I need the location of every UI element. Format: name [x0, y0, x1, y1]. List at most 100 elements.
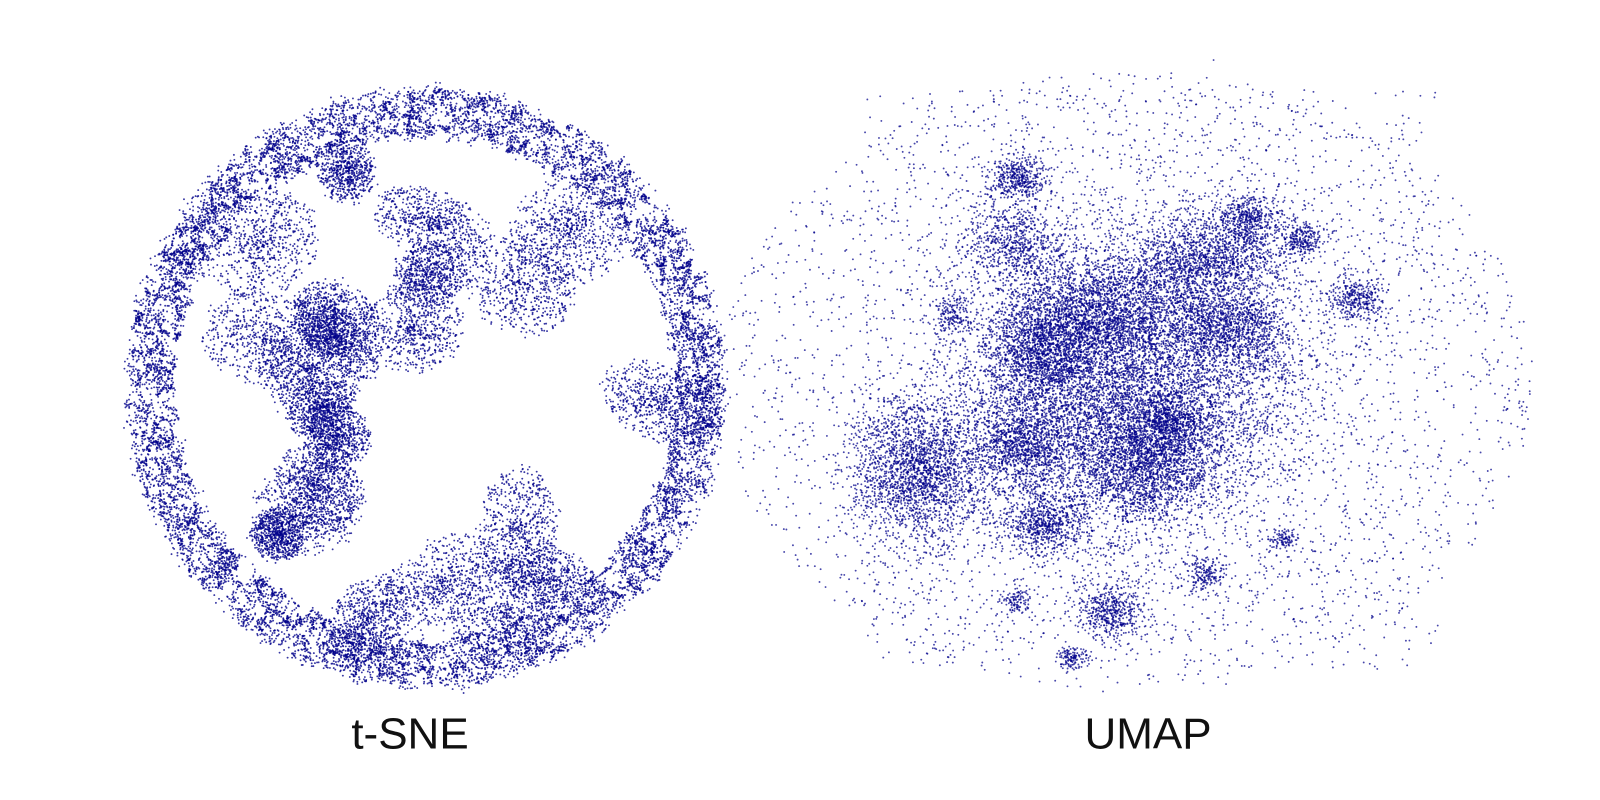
scatter-point	[333, 368, 335, 370]
scatter-point	[273, 328, 275, 330]
scatter-point	[296, 250, 298, 252]
scatter-point	[300, 216, 302, 218]
scatter-point	[259, 295, 261, 297]
scatter-point	[285, 348, 287, 350]
scatter-point	[552, 511, 554, 513]
scatter-point	[567, 207, 569, 209]
scatter-point	[372, 347, 374, 349]
scatter-point	[443, 356, 445, 358]
scatter-point	[399, 572, 401, 574]
scatter-point	[424, 264, 426, 266]
scatter-point	[496, 663, 498, 665]
scatter-point	[645, 363, 647, 365]
scatter-point	[361, 581, 363, 583]
scatter-point	[466, 269, 468, 271]
scatter-point	[292, 332, 294, 334]
scatter-point	[260, 330, 262, 332]
scatter-point	[622, 416, 624, 418]
scatter-point	[522, 208, 524, 210]
scatter-point	[664, 423, 666, 425]
scatter-point	[300, 509, 302, 511]
scatter-point	[305, 388, 307, 390]
scatter-point	[540, 288, 542, 290]
scatter-point	[652, 431, 654, 433]
scatter-point	[434, 579, 436, 581]
scatter-point	[433, 604, 435, 606]
scatter-point	[457, 578, 459, 580]
scatter-point	[646, 383, 648, 385]
scatter-point	[442, 564, 444, 566]
scatter-point	[282, 243, 284, 245]
scatter-point	[437, 605, 439, 607]
scatter-point	[496, 548, 498, 550]
scatter-point	[354, 523, 356, 525]
scatter-point	[363, 610, 365, 612]
scatter-point	[402, 304, 404, 306]
scatter-point	[350, 310, 352, 312]
scatter-point	[289, 368, 291, 370]
scatter-point	[260, 282, 262, 284]
scatter-point	[269, 254, 271, 256]
scatter-point	[489, 300, 491, 302]
scatter-point	[485, 525, 487, 527]
scatter-point	[261, 491, 263, 493]
scatter-point	[355, 518, 357, 520]
scatter-point	[357, 413, 359, 415]
scatter-point	[480, 548, 482, 550]
scatter-point	[357, 584, 359, 586]
scatter-point	[496, 516, 498, 518]
scatter-point	[338, 502, 340, 504]
scatter-point	[351, 292, 353, 294]
scatter-point	[503, 603, 505, 605]
scatter-point	[551, 548, 553, 550]
scatter-point	[266, 205, 268, 207]
scatter-point	[262, 357, 264, 359]
scatter-point	[310, 307, 312, 309]
scatter-point	[508, 511, 510, 513]
scatter-point	[215, 358, 217, 360]
scatter-point	[412, 238, 414, 240]
scatter-point	[535, 598, 537, 600]
scatter-point	[267, 493, 269, 495]
scatter-point	[284, 194, 286, 196]
scatter-point	[543, 584, 545, 586]
scatter-point	[347, 361, 349, 363]
scatter-point	[512, 548, 514, 550]
scatter-point	[269, 512, 271, 514]
scatter-point	[414, 188, 416, 190]
scatter-point	[254, 547, 256, 549]
scatter-point	[342, 626, 344, 628]
scatter-point	[356, 496, 358, 498]
scatter-point	[502, 302, 504, 304]
scatter-point	[424, 594, 426, 596]
scatter-point	[400, 607, 402, 609]
scatter-point	[269, 501, 271, 503]
scatter-point	[551, 530, 553, 532]
scatter-point	[461, 541, 463, 543]
scatter-point	[278, 201, 280, 203]
scatter-point	[532, 331, 534, 333]
scatter-point	[386, 590, 388, 592]
scatter-point	[287, 196, 289, 198]
scatter-point	[672, 410, 674, 412]
scatter-point	[458, 538, 460, 540]
scatter-point	[258, 267, 260, 269]
scatter-point	[515, 519, 517, 521]
scatter-point	[514, 555, 516, 557]
scatter-point	[511, 277, 513, 279]
scatter-point	[290, 279, 292, 281]
scatter-point	[520, 307, 522, 309]
scatter-point	[468, 560, 470, 562]
scatter-point	[454, 294, 456, 296]
scatter-point	[532, 267, 534, 269]
scatter-point	[486, 239, 488, 241]
scatter-point	[346, 318, 348, 320]
scatter-point	[588, 233, 590, 235]
scatter-point	[431, 292, 433, 294]
scatter-point	[335, 628, 337, 630]
scatter-point	[520, 649, 522, 651]
scatter-point	[486, 269, 488, 271]
scatter-point	[477, 594, 479, 596]
scatter-point	[320, 533, 322, 535]
